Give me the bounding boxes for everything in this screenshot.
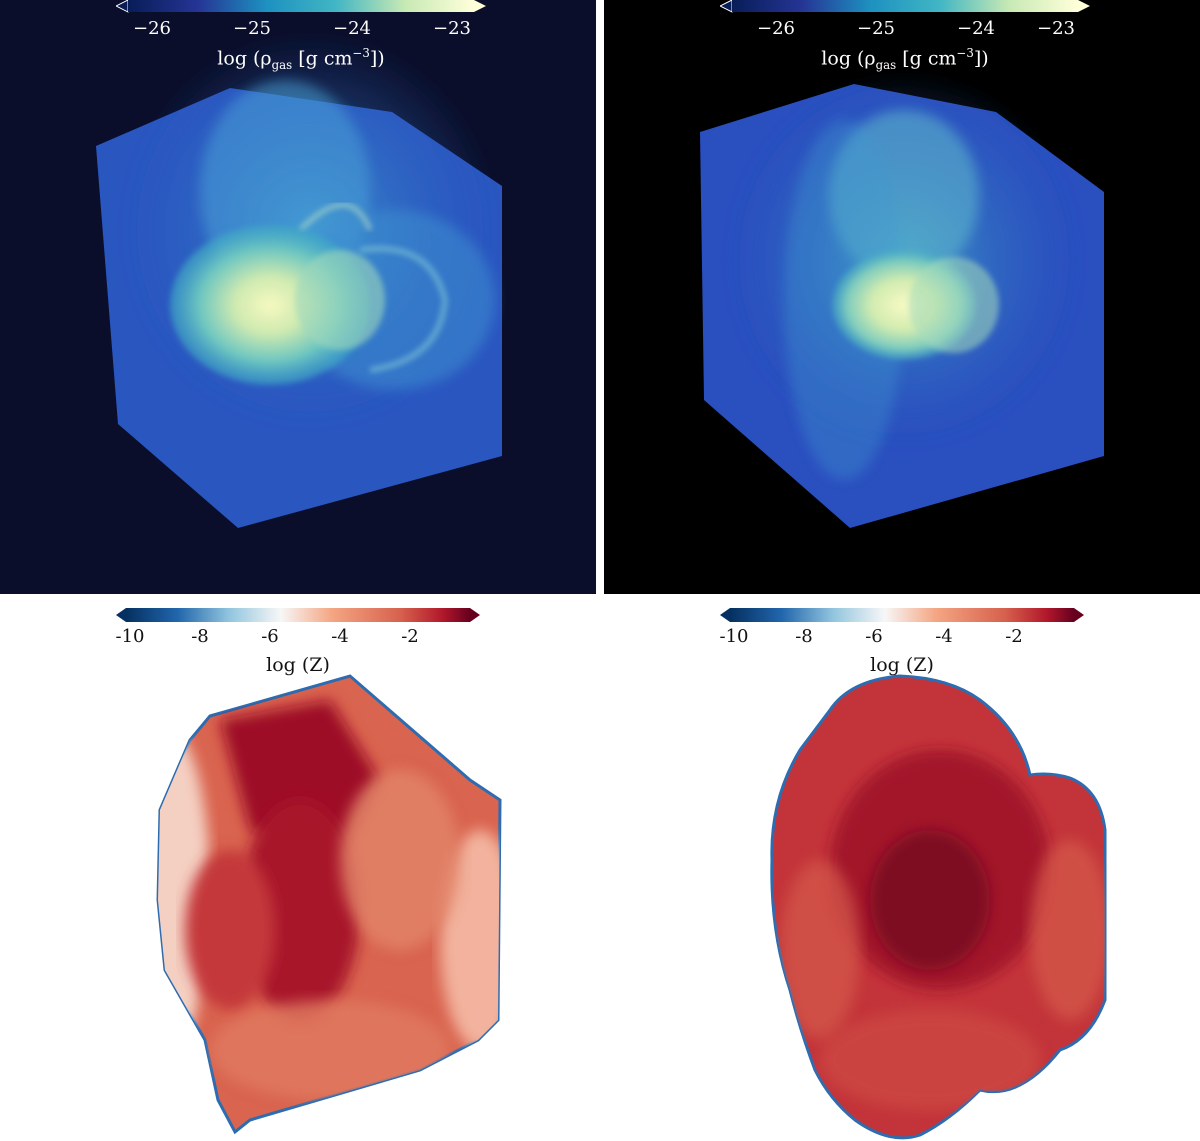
colorbar-tick: −23: [433, 18, 471, 39]
colorbar-label: log (ρgas [g cm−3]): [821, 46, 989, 73]
colorbar-tick: -6: [261, 626, 279, 647]
colorbar-tick: -8: [191, 626, 209, 647]
colorbar-tick: -8: [795, 626, 813, 647]
colorbar-tick: -6: [865, 626, 883, 647]
colorbar-tick: -2: [401, 626, 419, 647]
colorbar-tick: −26: [757, 18, 795, 39]
metallicity-panel-right: -10 -8 -6 -4 -2 log (Z): [600, 600, 1200, 1141]
metallicity-panel-left: -10 -8 -6 -4 -2 log (Z): [0, 600, 600, 1141]
colorbar-label: log (ρgas [g cm−3]): [217, 46, 385, 73]
density-panel-right: −26 −25 −24 −23 log (ρgas [g cm−3]): [604, 0, 1200, 594]
colorbar-tick: -4: [331, 626, 349, 647]
density-map-right: [700, 70, 1104, 528]
colorbar-strip: [720, 608, 1084, 622]
colorbar-tick: −25: [233, 18, 271, 39]
density-colorbar-right: −26 −25 −24 −23 log (ρgas [g cm−3]): [720, 0, 1090, 72]
colorbar-tick: −24: [333, 18, 371, 39]
colorbar-label: log (Z): [266, 654, 330, 676]
metallicity-map-left: [156, 674, 502, 1135]
colorbar-tick: −24: [957, 18, 995, 39]
colorbar-strip: [116, 608, 480, 622]
density-map-left: [96, 30, 502, 528]
density-colorbar-left: −26 −25 −24 −23 log (ρgas [g cm−3]): [116, 0, 486, 72]
colorbar-tick: -4: [935, 626, 953, 647]
colorbar-tick: −26: [133, 18, 171, 39]
colorbar-tick: -10: [719, 626, 749, 647]
metallicity-colorbar-right: -10 -8 -6 -4 -2 log (Z): [720, 608, 1084, 688]
metallicity-map-right: [770, 674, 1107, 1140]
density-panel-left: −26 −25 −24 −23 log (ρgas [g cm−3]): [0, 0, 596, 594]
colorbar-tick: −23: [1037, 18, 1075, 39]
colorbar-label: log (Z): [870, 654, 934, 676]
colorbar-strip: [116, 0, 486, 13]
colorbar-strip: [720, 0, 1090, 13]
colorbar-tick: -2: [1005, 626, 1023, 647]
colorbar-tick: -10: [115, 626, 145, 647]
metallicity-colorbar-left: -10 -8 -6 -4 -2 log (Z): [116, 608, 480, 688]
colorbar-tick: −25: [857, 18, 895, 39]
